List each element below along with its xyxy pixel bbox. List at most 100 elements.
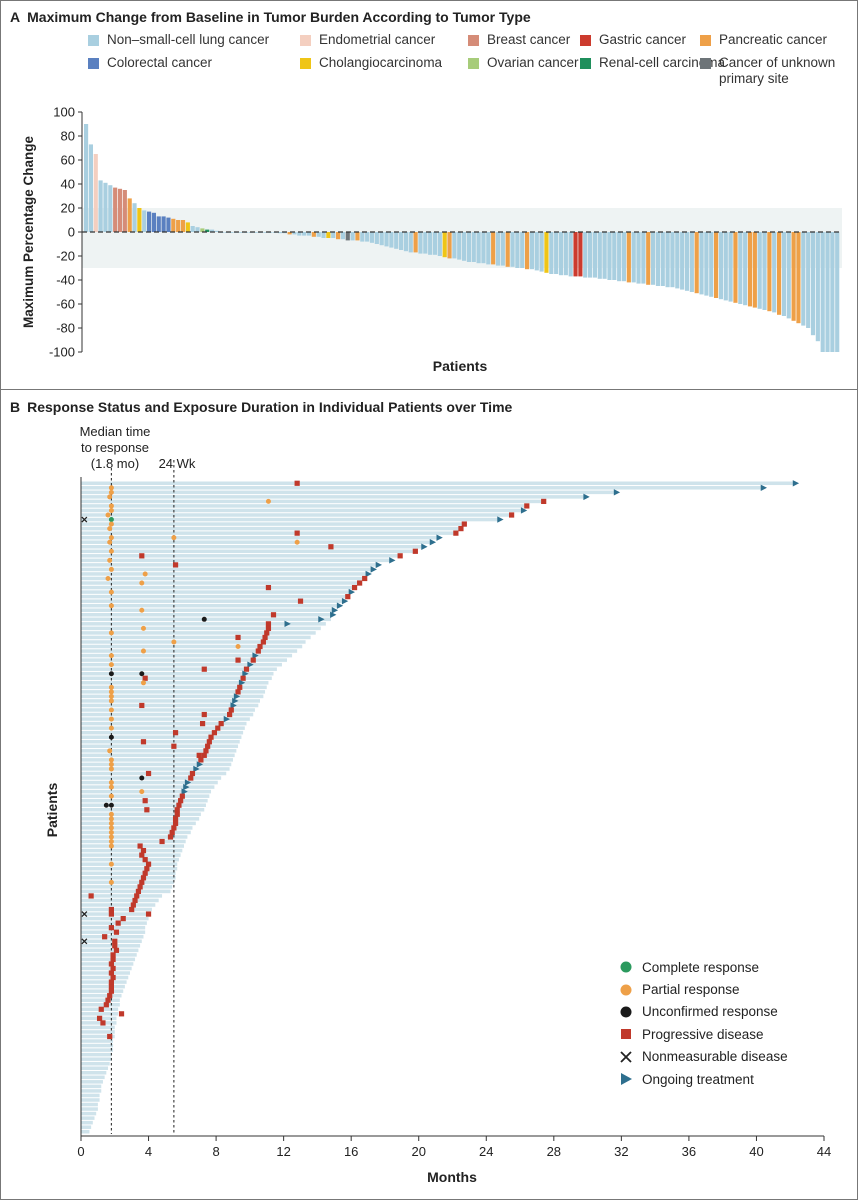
nonmeasurable-icon (618, 1049, 634, 1065)
ongoing-marker (613, 489, 621, 496)
progressive-marker (132, 897, 138, 904)
legend-item-7: Ovarian cancer (468, 55, 579, 71)
progressive-marker (108, 911, 114, 917)
duration-bar (81, 572, 369, 576)
progressive-marker (112, 943, 118, 949)
partial-marker (108, 761, 114, 767)
duration-bar (81, 1071, 107, 1075)
duration-bar (81, 848, 183, 853)
duration-bar (81, 653, 293, 658)
y-axis-label: Maximum Percentage Change (21, 135, 36, 328)
duration-bar (81, 975, 129, 980)
bar (374, 232, 379, 244)
duration-bar (81, 980, 127, 984)
y-tick-label: -60 (56, 297, 75, 312)
partial-marker (140, 625, 146, 631)
bar (767, 232, 772, 312)
ongoing-marker (284, 620, 291, 628)
progressive-marker (203, 748, 209, 754)
progressive-marker (196, 752, 202, 758)
partial-marker (108, 653, 114, 659)
progressive-marker (172, 730, 179, 736)
duration-bar (81, 662, 282, 667)
y-tick-label: 40 (61, 177, 75, 192)
x-tick-label: 24 (479, 1144, 493, 1159)
partial-marker (108, 793, 114, 799)
x-tick-label: 28 (547, 1144, 561, 1159)
legend-label: Ovarian cancer (487, 55, 579, 70)
duration-bar (81, 504, 527, 508)
bar (365, 232, 370, 242)
duration-bar (81, 644, 303, 649)
partial-marker (140, 648, 146, 654)
response-legend: Complete response Partial response Unconfi… (618, 956, 788, 1090)
duration-bar (81, 794, 210, 798)
duration-bar (81, 785, 215, 789)
legend-label: Endometrial cancer (319, 32, 436, 47)
duration-bar (81, 944, 141, 948)
duration-bar (81, 667, 277, 671)
progressive-marker (169, 829, 175, 836)
progressive-marker (461, 521, 467, 527)
duration-bar (81, 481, 796, 486)
bar (660, 232, 665, 286)
progressive-marker (524, 503, 530, 509)
duration-bar (81, 930, 146, 934)
progressive-marker (144, 807, 150, 813)
progressive-marker (237, 684, 243, 690)
bar (830, 232, 835, 352)
legend-item-1: Endometrial cancer (300, 32, 435, 48)
ongoing-marker (318, 616, 325, 623)
progressive-marker (509, 512, 515, 518)
progressive-marker (228, 707, 234, 713)
unconfirmed-marker (201, 616, 207, 622)
duration-bar (81, 622, 326, 626)
bar (103, 182, 108, 232)
duration-bar (81, 984, 125, 989)
bar (297, 232, 302, 236)
unconfirmed-marker (108, 734, 114, 740)
partial-marker (265, 498, 271, 504)
ongoing-marker (242, 670, 249, 677)
partial-marker (108, 507, 114, 513)
duration-bar (81, 1021, 117, 1025)
progressive-marker (96, 1015, 103, 1021)
duration-bar (81, 1107, 98, 1111)
duration-bar (81, 513, 512, 517)
duration-bar (81, 821, 196, 826)
ongoing-marker (375, 561, 382, 569)
bar (408, 232, 413, 253)
progressive-marker (112, 938, 118, 944)
bar (418, 232, 423, 254)
duration-bar (81, 726, 245, 730)
ongoing-marker (331, 607, 339, 614)
partial-marker (108, 630, 114, 636)
progressive-marker (159, 838, 165, 845)
progressive-marker (102, 934, 108, 940)
progressive-marker (172, 820, 179, 826)
progressive-marker (139, 852, 145, 858)
bar (583, 232, 588, 278)
bar (835, 232, 840, 352)
bar (573, 232, 578, 277)
progressive-marker (235, 634, 241, 641)
duration-bar (81, 581, 360, 585)
partial-marker (107, 539, 113, 545)
progressive-marker (110, 974, 116, 981)
bar (733, 232, 738, 303)
bar (728, 232, 733, 302)
bar (525, 232, 530, 270)
duration-bar (81, 780, 218, 785)
progressive-marker (145, 861, 152, 867)
partial-marker (139, 580, 145, 586)
duration-bar (81, 894, 163, 898)
progressive-marker (240, 675, 246, 681)
duration-bar (81, 576, 365, 581)
progressive-marker (140, 875, 147, 881)
bar (428, 232, 433, 255)
duration-bar (81, 966, 132, 971)
bar (113, 187, 118, 232)
unconfirmed-marker (103, 802, 109, 808)
bar (505, 232, 510, 267)
duration-bar (81, 826, 193, 830)
